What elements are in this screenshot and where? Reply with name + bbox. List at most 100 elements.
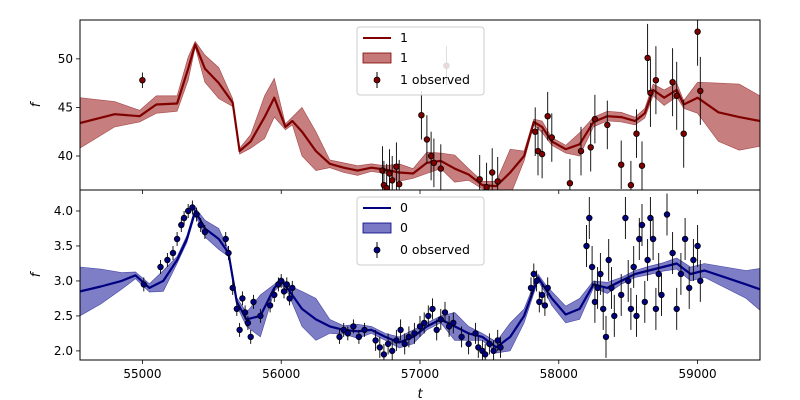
bottom-data-point <box>618 291 625 299</box>
top-data-point <box>423 136 431 143</box>
bottom-data-point <box>536 298 543 306</box>
bottom-data-point <box>173 235 181 243</box>
bottom-data-point <box>465 340 472 348</box>
top-data-point <box>680 130 687 137</box>
bottom-data-point <box>497 344 504 351</box>
bottom-data-point <box>157 263 164 271</box>
top-y-axis-label: f <box>29 100 44 107</box>
top-data-point <box>379 167 386 174</box>
bottom-data-point <box>344 330 351 337</box>
top-data-point <box>489 169 496 176</box>
top-data-point <box>494 178 501 185</box>
top-data-point <box>669 78 676 86</box>
top-data-point <box>476 176 483 183</box>
bottom-data-point <box>638 221 646 229</box>
bottom-data-point <box>541 302 549 309</box>
bottom-data-point <box>257 312 264 320</box>
bottom-data-point <box>658 291 665 299</box>
bottom-data-point <box>647 214 654 222</box>
top-data-point <box>587 144 594 151</box>
bottom-data-point <box>527 284 535 292</box>
bottom-data-point <box>641 298 648 306</box>
top-data-point <box>396 180 403 188</box>
top-uncertainty-band <box>80 40 760 190</box>
bottom-data-point <box>622 214 629 222</box>
top-data-point <box>139 76 146 84</box>
bottom-data-point <box>437 316 444 323</box>
top-data-point <box>644 54 651 62</box>
bottom-data-point <box>697 277 704 285</box>
bottom-data-point <box>475 344 482 351</box>
bottom-data-point <box>350 323 357 330</box>
top-data-point <box>604 121 611 129</box>
bottom-data-point <box>336 333 343 341</box>
bottom-data-point <box>286 295 293 302</box>
bottom-data-point <box>530 270 537 278</box>
top-legend-point-swatch <box>373 76 381 84</box>
bottom-data-point <box>694 242 701 250</box>
top-data-point <box>386 170 393 177</box>
bottom-data-point <box>283 281 290 288</box>
bottom-data-point <box>250 298 257 306</box>
bottom-data-point <box>201 228 209 236</box>
bottom-data-point <box>633 312 640 320</box>
top-data-point <box>647 89 654 97</box>
bottom-data-point <box>486 340 493 348</box>
top-data-point <box>548 134 555 141</box>
bottom-data-point <box>236 326 243 334</box>
bottom-data-point <box>278 277 285 285</box>
top-legend-band-swatch <box>362 52 392 64</box>
top-legend-entry-observed: 1 observed <box>400 72 470 87</box>
bottom-data-point <box>164 256 171 264</box>
bottom-data-point <box>445 323 453 330</box>
top-data-point <box>638 162 646 169</box>
bottom-data-point <box>411 330 418 337</box>
bottom-data-point <box>690 256 697 264</box>
top-data-point <box>633 130 640 137</box>
bottom-data-point <box>625 277 632 285</box>
bottom-data-point <box>594 284 601 292</box>
bottom-data-point <box>544 284 551 292</box>
bottom-y-tick-label: 2.0 <box>54 344 73 358</box>
bottom-data-point <box>611 312 618 320</box>
bottom-y-tick-label: 3.0 <box>54 274 73 288</box>
bottom-data-point <box>189 204 196 211</box>
bottom-legend: 0 0 0 observed <box>356 196 485 266</box>
top-data-point <box>544 112 551 120</box>
bottom-data-point <box>627 305 635 313</box>
top-data-point <box>652 76 660 84</box>
bottom-legend-entry-observed: 0 observed <box>400 242 470 257</box>
bottom-data-point <box>197 221 204 229</box>
bottom-data-point <box>425 312 432 320</box>
bottom-legend-box <box>356 196 485 266</box>
bottom-y-tick-label: 4.0 <box>54 204 73 218</box>
bottom-data-point <box>655 270 662 278</box>
top-data-point <box>427 152 435 160</box>
bottom-data-point <box>605 256 612 264</box>
top-legend: 1 1 1 observed <box>356 26 485 96</box>
top-data-point <box>418 111 425 119</box>
bottom-x-tick-label: 59000 <box>678 367 716 381</box>
bottom-legend-entry-band: 0 <box>400 220 408 235</box>
bottom-data-point <box>482 351 489 358</box>
bottom-data-point <box>229 284 236 292</box>
bottom-data-point <box>140 281 147 288</box>
bottom-data-point <box>384 340 392 348</box>
bottom-data-point <box>393 337 400 344</box>
top-legend-box <box>356 26 485 96</box>
bottom-data-point <box>376 344 383 351</box>
bottom-x-axis-ticks: 55000 56000 57000 58000 59000 <box>123 360 717 381</box>
bottom-data-point <box>586 214 593 222</box>
bottom-data-point <box>389 347 396 355</box>
bottom-y-tick-label: 2.5 <box>54 309 73 323</box>
bottom-data-point <box>247 333 254 341</box>
bottom-data-point <box>441 309 449 316</box>
top-data-point <box>538 150 546 158</box>
bottom-data-point <box>533 277 540 285</box>
bottom-data-point <box>681 235 689 243</box>
bottom-data-point <box>652 305 660 313</box>
bottom-data-point <box>405 333 413 341</box>
bottom-data-point <box>184 207 192 215</box>
bottom-data-point <box>608 284 615 292</box>
